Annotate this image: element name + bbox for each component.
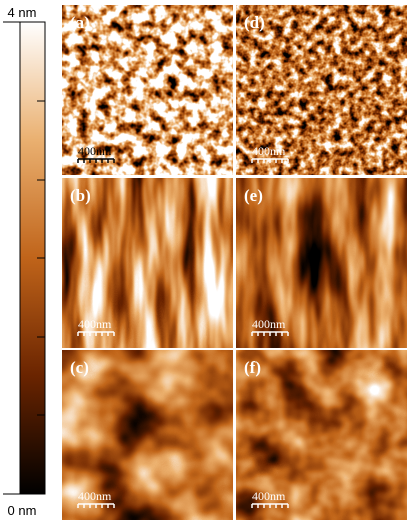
scale-bar	[251, 158, 289, 163]
scale-bar	[251, 503, 289, 508]
scale-bar-label: 400nm	[252, 489, 286, 503]
panel-label: (c)	[70, 358, 89, 377]
panel-label: (a)	[70, 13, 90, 32]
panel-label: (e)	[244, 186, 263, 205]
scale-bar	[77, 331, 115, 336]
afm-image	[62, 178, 233, 348]
colorbar-ticks	[3, 21, 45, 495]
afm-image	[62, 350, 233, 520]
scale-bar-label: 400nm	[78, 489, 112, 503]
afm-panel: (d) 400nm	[236, 5, 407, 175]
scale-bar-label: 400nm	[252, 317, 286, 331]
panel-label: (d)	[244, 13, 265, 32]
afm-panel: (a) 400nm	[62, 5, 233, 175]
scale-bar-label: 400nm	[78, 317, 112, 331]
afm-panel: (f) 400nm	[236, 350, 407, 520]
afm-panel: (b) 400nm	[62, 178, 233, 348]
panel-label: (f)	[244, 358, 261, 377]
colorbar-min: 0 nm	[8, 503, 37, 518]
scale-bar-label: 400nm	[78, 144, 112, 158]
scale-bar-label: 400nm	[252, 144, 286, 158]
scale-bar	[251, 331, 289, 336]
afm-image	[236, 178, 407, 348]
scale-bar	[77, 158, 115, 163]
afm-panel: (e) 400nm	[236, 178, 407, 348]
afm-panel: (c) 400nm	[62, 350, 233, 520]
colorbar-max: 4 nm	[8, 5, 37, 20]
panel-label: (b)	[70, 186, 91, 205]
afm-image	[236, 5, 407, 175]
afm-image	[236, 350, 407, 520]
afm-image	[62, 5, 233, 175]
scale-bar	[77, 503, 115, 508]
